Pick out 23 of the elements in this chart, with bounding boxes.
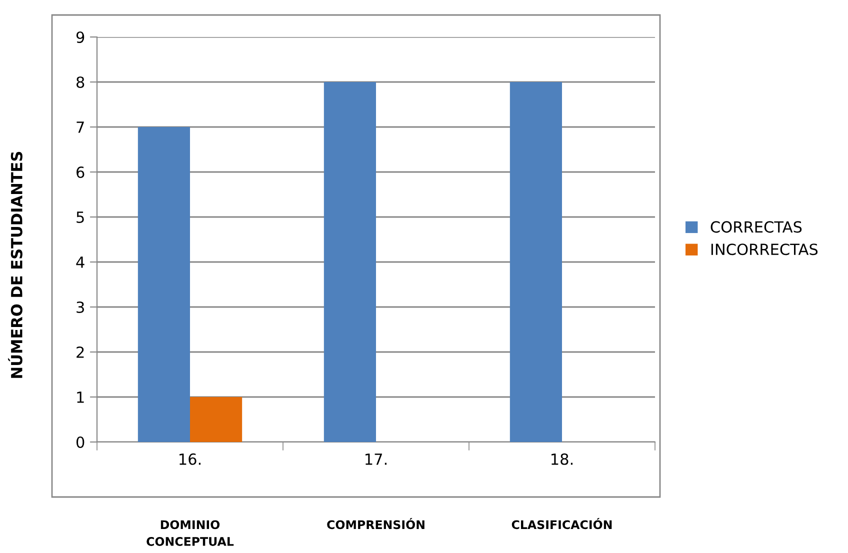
y-tick-label: 9 [76,31,84,44]
text: CLASIFICACIÓN [512,518,612,530]
text: DOMINIO CONCEPTUAL [146,520,234,546]
bar [510,82,562,442]
x-tick-label: 17. [366,454,386,465]
y-tick-label: 2 [76,346,84,358]
y-tick-label: 0 [76,436,84,448]
y-tick-label: 4 [76,256,84,268]
x-tick-label: 16. [180,453,200,465]
text: COMPRENSIÓN [327,518,424,530]
x-tick-label: 18. [552,453,572,465]
y-tick-label: 8 [76,76,84,88]
legend-label: INCORRECTAS [711,244,818,256]
bar [138,127,190,442]
y-tick-label: 7 [76,122,84,133]
y-tick-label: 3 [76,301,84,314]
bar [190,397,242,442]
y-tick-label: 6 [76,166,84,178]
y-axis-title: NÚMERO DE ESTUDIANTES [8,152,22,378]
legend-label: CORRECTAS [710,221,802,233]
y-tick-label: 5 [76,212,84,224]
y-tick-label: 1 [77,392,84,403]
bar [324,82,376,442]
